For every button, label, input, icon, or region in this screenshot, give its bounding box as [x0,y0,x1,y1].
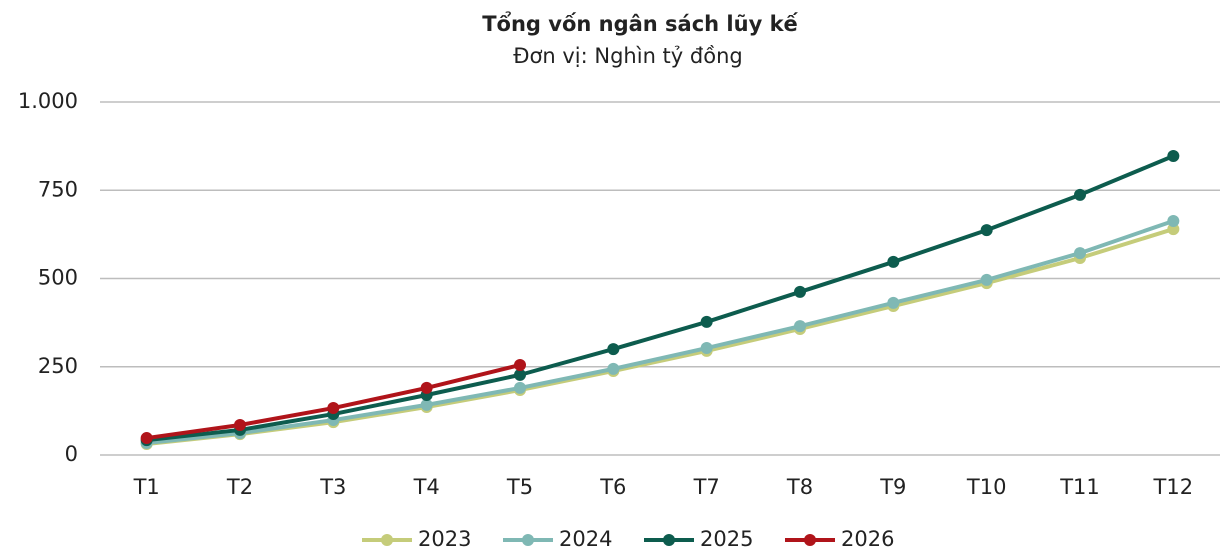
x-tick-label: T10 [966,475,1007,499]
x-tick-label: T1 [133,475,160,499]
data-point [514,358,526,371]
x-tick-label: T2 [226,475,253,499]
y-tick-label: 250 [38,354,78,378]
data-point [1167,214,1180,227]
data-point [514,368,526,381]
legend-label: 2023 [418,527,471,550]
data-point [514,381,526,394]
data-point [980,224,993,237]
x-tick-label: T9 [879,475,906,499]
chart-subtitle: Đơn vị: Nghìn tỷ đồng [513,44,742,68]
y-tick-label: 1.000 [18,89,78,113]
chart-title: Tổng vốn ngân sách lũy kế [482,11,798,36]
data-point [1074,188,1086,201]
data-point [1167,150,1180,163]
series-line [146,219,1174,445]
data-point [794,320,806,333]
data-point [420,398,433,411]
y-tick-label: 500 [38,266,78,290]
legend-marker [522,534,534,546]
data-point [234,418,246,431]
legend-label: 2026 [841,527,894,550]
data-point [140,432,153,445]
data-point [887,296,900,309]
x-tick-label: T11 [1059,475,1100,499]
x-tick-label: T12 [1153,475,1194,499]
y-tick-label: 0 [65,442,78,466]
legend-label: 2025 [700,527,753,550]
data-point [700,342,713,355]
data-point [607,343,620,356]
x-tick-label: T5 [506,475,533,499]
data-point [420,381,433,394]
legend-label: 2024 [559,527,612,550]
legend-marker [381,534,393,546]
x-tick-label: T6 [599,475,626,499]
x-tick-label: T4 [413,475,440,499]
data-point [607,362,620,375]
data-point [700,315,713,328]
data-point [794,285,806,298]
series-line [146,154,1175,443]
x-tick-label: T3 [319,475,346,499]
x-tick-label: T7 [693,475,720,499]
legend-marker [663,534,675,546]
data-point [1074,247,1086,260]
data-point [980,273,993,286]
data-point [887,255,900,268]
legend-marker [804,534,816,546]
x-tick-label: T8 [786,475,813,499]
y-tick-label: 750 [38,177,78,201]
data-point [327,402,340,415]
